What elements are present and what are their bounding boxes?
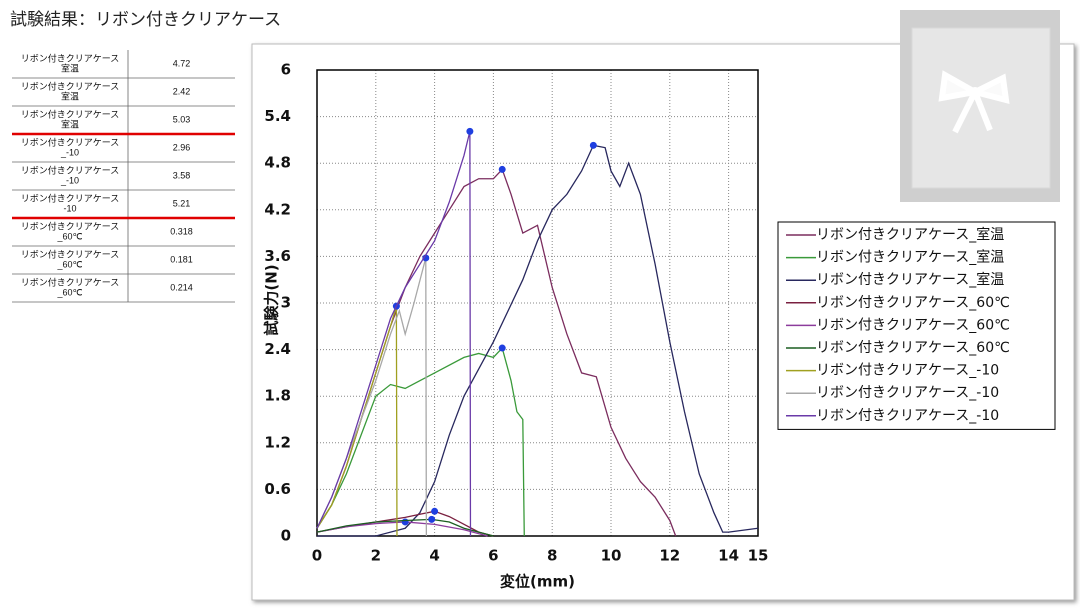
row-value: 2.96 bbox=[173, 142, 191, 152]
peak-marker bbox=[422, 254, 430, 262]
y-tick-label: 6 bbox=[281, 61, 291, 79]
peak-marker bbox=[466, 127, 474, 135]
legend-label: リボン付きクリアケース_60℃ bbox=[816, 340, 1010, 356]
row-name: _60℃ bbox=[56, 287, 82, 297]
peak-marker bbox=[428, 515, 436, 523]
x-tick-label: 0 bbox=[312, 547, 322, 565]
row-value: 5.21 bbox=[173, 198, 191, 208]
x-tick-label: 8 bbox=[547, 547, 557, 565]
row-value: 5.03 bbox=[173, 114, 191, 124]
peak-marker bbox=[589, 141, 597, 149]
row-name: リボン付きクリアケース bbox=[21, 221, 120, 231]
legend-label: リボン付きクリアケース_-10 bbox=[816, 408, 999, 424]
row-name: リボン付きクリアケース bbox=[21, 81, 120, 91]
photo bbox=[900, 10, 1060, 202]
row-name: _-10 bbox=[60, 147, 79, 157]
legend-label: リボン付きクリアケース_60℃ bbox=[816, 317, 1010, 333]
line bbox=[316, 346, 525, 537]
row-value: 0.181 bbox=[170, 254, 193, 264]
y-tick-label: 1.8 bbox=[264, 387, 291, 405]
row-name: リボン付きクリアケース bbox=[21, 249, 120, 259]
legend-label: リボン付きクリアケース_室温 bbox=[816, 249, 1004, 266]
row-name: リボン付きクリアケース bbox=[21, 277, 120, 287]
x-tick-label: 15 bbox=[748, 547, 769, 565]
y-tick-label: 4.8 bbox=[264, 154, 291, 172]
peak-marker bbox=[401, 518, 409, 526]
y-tick-label: 0.6 bbox=[264, 480, 291, 498]
line bbox=[316, 518, 494, 537]
row-name: リボン付きクリアケース bbox=[21, 193, 120, 203]
x-tick-label: 10 bbox=[601, 547, 622, 565]
y-tick-label: 0 bbox=[281, 527, 291, 545]
peak-marker bbox=[498, 344, 506, 352]
legend-label: リボン付きクリアケース_室温 bbox=[816, 226, 1004, 243]
x-tick-label: 12 bbox=[659, 547, 680, 565]
line bbox=[317, 144, 759, 537]
row-name: 室温 bbox=[61, 118, 79, 129]
y-tick-label: 3 bbox=[281, 294, 291, 312]
row-name: リボン付きクリアケース bbox=[21, 165, 120, 175]
row-value: 0.318 bbox=[170, 226, 193, 236]
row-name: 室温 bbox=[61, 90, 79, 101]
row-name: 室温 bbox=[61, 62, 79, 73]
y-tick-label: 4.2 bbox=[264, 200, 291, 218]
x-tick-label: 2 bbox=[371, 547, 381, 565]
row-value: 0.214 bbox=[170, 282, 193, 292]
y-tick-label: 1.2 bbox=[264, 433, 291, 451]
row-value: 2.42 bbox=[173, 86, 191, 96]
legend-label: リボン付きクリアケース_室温 bbox=[816, 271, 1004, 288]
x-tick-label: 4 bbox=[429, 547, 439, 565]
row-value: 3.58 bbox=[173, 170, 191, 180]
x-tick-label: 6 bbox=[488, 547, 498, 565]
x-tick-label: 14 bbox=[718, 547, 739, 565]
row-name: -10 bbox=[63, 203, 76, 213]
legend-label: リボン付きクリアケース_-10 bbox=[816, 363, 999, 379]
legend-box bbox=[777, 221, 1056, 430]
row-value: 4.72 bbox=[173, 58, 191, 68]
plot: 0 0.6 1.2 1.8 2.4 3 3.6 4.2 4.8 5.4 6 0 2 4 6 8 10 12 14 15… bbox=[263, 61, 1056, 591]
row-name: リボン付きクリアケース bbox=[21, 137, 120, 147]
legend-label: リボン付きクリアケース_60℃ bbox=[816, 295, 1010, 311]
slide-title: 試験結果：リボン付きクリアケース bbox=[10, 10, 281, 30]
plot-area bbox=[316, 69, 759, 537]
peak-marker bbox=[431, 507, 439, 515]
row-name: リボン付きクリアケース bbox=[21, 109, 120, 119]
line bbox=[316, 131, 472, 537]
row-name: _60℃ bbox=[56, 259, 82, 269]
y-tick-label: 2.4 bbox=[264, 340, 291, 358]
x-axis-title: 変位(mm) bbox=[500, 573, 575, 591]
y-axis-title: 試験力(N) bbox=[263, 264, 281, 335]
y-tick-label: 3.6 bbox=[264, 247, 291, 265]
row-name: リボン付きクリアケース bbox=[21, 53, 120, 63]
row-name: _60℃ bbox=[56, 231, 82, 241]
legend-label: リボン付きクリアケース_-10 bbox=[816, 385, 999, 401]
peak-marker bbox=[498, 165, 506, 173]
y-tick-label: 5.4 bbox=[264, 107, 291, 125]
row-name: _-10 bbox=[60, 175, 79, 185]
